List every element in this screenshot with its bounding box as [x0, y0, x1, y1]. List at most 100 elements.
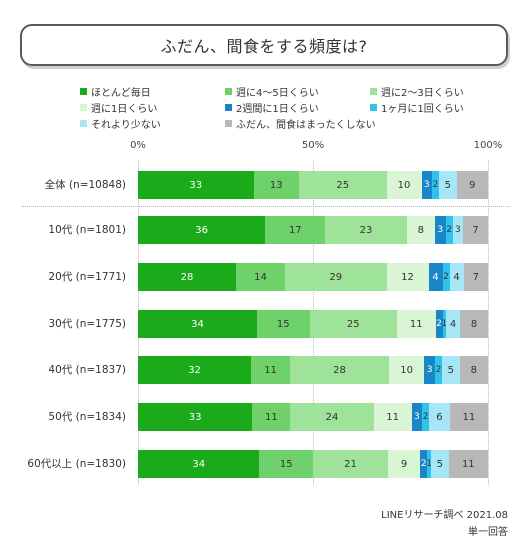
legend-swatch	[370, 104, 377, 111]
bar-segment: 3	[421, 171, 432, 199]
bar-segment: 8	[459, 356, 488, 384]
answer-type-note: 単一回答	[468, 527, 508, 538]
bar-segment: 11	[449, 403, 488, 431]
bar-segment: 2	[432, 171, 439, 199]
stacked-bar: 34 15 21 9 2 1 5 11	[138, 450, 488, 478]
total-separator	[22, 206, 510, 207]
bar-segment: 8	[406, 216, 435, 244]
bar-segment: 8	[460, 310, 488, 338]
bar-segment: 12	[386, 263, 429, 291]
chart-title: ふだん、間食をする頻度は?	[160, 37, 368, 56]
category-label: 40代 (n=1837)	[48, 364, 126, 376]
stacked-bar: 34 15 25 11 2 1 4 8	[138, 310, 488, 338]
bar-segment: 3	[434, 216, 446, 244]
bar-segment: 9	[387, 450, 421, 478]
bar-segment: 17	[265, 216, 326, 244]
bar-segment: 15	[259, 450, 313, 478]
bar-segment: 2	[435, 310, 443, 338]
gridline	[488, 160, 489, 485]
legend-swatch	[370, 88, 377, 95]
bar-segment: 7	[463, 263, 488, 291]
stacked-bar: 33 13 25 10 3 2 5 9	[138, 171, 488, 199]
legend-swatch	[225, 88, 232, 95]
category-label: 全体 (n=10848)	[44, 179, 126, 191]
bar-segment: 2	[445, 216, 453, 244]
bar-segment: 14	[236, 263, 285, 291]
legend-item: ほとんど毎日	[80, 84, 151, 99]
legend-label: ほとんど毎日	[91, 88, 151, 99]
bar-segment: 11	[252, 403, 291, 431]
legend-swatch	[80, 104, 87, 111]
legend-item: 週に2〜3日くらい	[370, 84, 464, 99]
legend-label: 週に2〜3日くらい	[381, 88, 464, 99]
bar-segment: 21	[312, 450, 388, 478]
bar-segment: 32	[138, 356, 252, 384]
category-label: 50代 (n=1834)	[48, 411, 126, 423]
bar-segment: 11	[251, 356, 290, 384]
bar-segment: 5	[439, 171, 457, 199]
bar-segment: 13	[253, 171, 299, 199]
stacked-bar: 36 17 23 8 3 2 3 7	[138, 216, 488, 244]
category-label: 20代 (n=1771)	[48, 271, 126, 283]
bar-segment: 11	[373, 403, 412, 431]
source-credit: LINEリサーチ調べ 2021.08	[381, 510, 508, 521]
bar-segment: 2	[420, 450, 428, 478]
bar-segment: 33	[138, 403, 253, 431]
bar-segment: 6	[429, 403, 450, 431]
legend-label: 1ヶ月に1回くらい	[381, 104, 464, 115]
bar-segment: 5	[441, 356, 460, 384]
bar-segment: 4	[428, 263, 443, 291]
category-label: 60代以上 (n=1830)	[27, 458, 126, 470]
legend-item: 1ヶ月に1回くらい	[370, 100, 464, 115]
bar-segment: 9	[456, 171, 488, 199]
bar-segment: 25	[299, 171, 387, 199]
bar-segment: 15	[257, 310, 310, 338]
legend-item: 週に1日くらい	[80, 100, 157, 115]
legend-item: 週に4〜5日くらい	[225, 84, 319, 99]
bar-segment: 36	[138, 216, 266, 244]
bar-segment: 23	[325, 216, 407, 244]
bar-segment: 3	[411, 403, 423, 431]
bar-segment: 28	[138, 263, 236, 291]
bar-segment: 10	[388, 356, 425, 384]
bar-segment: 4	[449, 263, 464, 291]
x-tick-label: 100%	[473, 140, 503, 151]
bar-segment: 24	[290, 403, 374, 431]
bar-segment: 11	[397, 310, 436, 338]
chart-title-box: ふだん、間食をする頻度は?	[20, 24, 508, 66]
bar-segment: 29	[285, 263, 387, 291]
legend-label: 2週間に1日くらい	[236, 104, 319, 115]
category-label: 10代 (n=1801)	[48, 224, 126, 236]
legend-label: ふだん、間食はまったくしない	[236, 120, 376, 131]
legend-label: それより少ない	[91, 120, 161, 131]
bar-segment: 34	[138, 310, 257, 338]
stacked-bar: 32 11 28 10 3 2 5 8	[138, 356, 488, 384]
bar-segment: 28	[290, 356, 389, 384]
bar-segment: 34	[138, 450, 260, 478]
bar-segment: 11	[448, 450, 488, 478]
legend-item: それより少ない	[80, 116, 161, 131]
bar-segment: 7	[463, 216, 488, 244]
bar-segment: 1	[441, 310, 447, 338]
bar-segment: 5	[430, 450, 449, 478]
legend-label: 週に1日くらい	[91, 104, 158, 115]
x-tick-label: 50%	[301, 140, 325, 151]
legend-item: ふだん、間食はまったくしない	[225, 116, 376, 131]
legend-swatch	[80, 88, 87, 95]
bar-segment: 25	[309, 310, 397, 338]
bar-segment: 1	[426, 450, 432, 478]
stacked-bar: 33 11 24 11 3 2 6 11	[138, 403, 488, 431]
bar-segment: 2	[422, 403, 430, 431]
legend-swatch	[80, 120, 87, 127]
bar-segment: 3	[452, 216, 464, 244]
bar-segment: 4	[446, 310, 460, 338]
category-label: 30代 (n=1775)	[48, 318, 126, 330]
bar-segment: 33	[138, 171, 254, 199]
legend-swatch	[225, 120, 232, 127]
bar-segment: 2	[442, 263, 450, 291]
bar-segment: 10	[386, 171, 422, 199]
legend-swatch	[225, 104, 232, 111]
legend-item: 2週間に1日くらい	[225, 100, 319, 115]
bar-segment: 2	[434, 356, 442, 384]
bar-segment: 3	[424, 356, 435, 384]
